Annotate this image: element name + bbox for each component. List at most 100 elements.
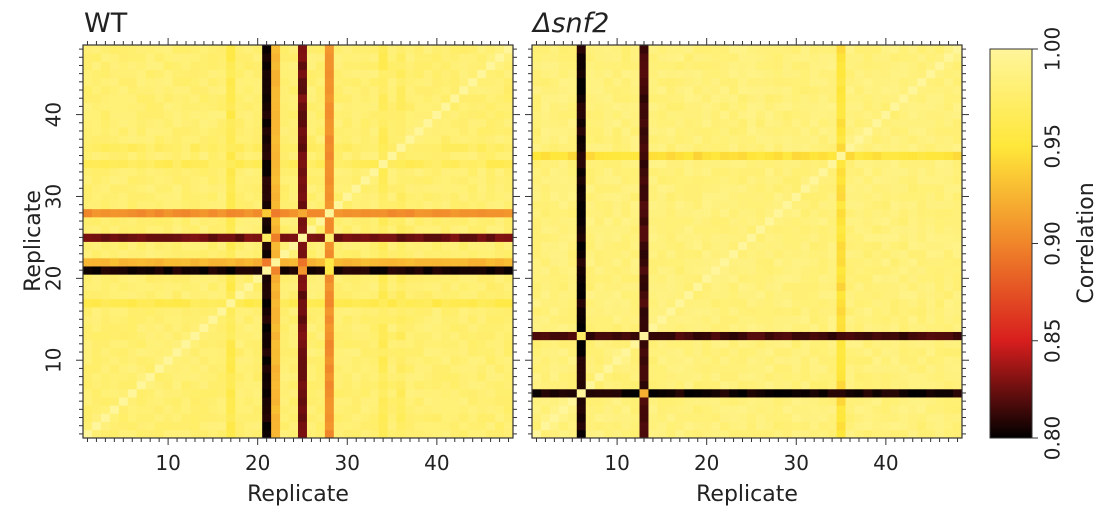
heatmap-cell bbox=[854, 331, 864, 341]
heatmap-cell bbox=[333, 282, 344, 292]
heatmap-cell bbox=[109, 45, 120, 54]
heatmap-cell bbox=[926, 135, 936, 144]
heatmap-cell bbox=[773, 290, 784, 300]
heatmap-cell bbox=[190, 364, 200, 373]
heatmap-cell bbox=[91, 364, 102, 373]
heatmap-cell bbox=[91, 282, 102, 292]
heatmap-cell bbox=[432, 405, 442, 414]
heatmap-cell bbox=[405, 331, 415, 341]
heatmap-cell bbox=[944, 429, 954, 439]
heatmap-cell bbox=[630, 241, 640, 251]
heatmap-cell bbox=[298, 429, 308, 439]
heatmap-cell bbox=[890, 77, 900, 87]
heatmap-cell bbox=[333, 216, 344, 226]
heatmap-cell bbox=[648, 77, 658, 87]
heatmap-cell bbox=[666, 421, 676, 431]
heatmap-cell bbox=[818, 143, 829, 152]
heatmap-cell bbox=[100, 413, 111, 423]
heatmap-cell bbox=[675, 159, 685, 169]
heatmap-cell bbox=[738, 364, 748, 373]
heatmap-cell bbox=[468, 200, 478, 210]
heatmap-cell bbox=[181, 282, 191, 292]
heatmap-cell bbox=[809, 53, 820, 62]
heatmap-cell bbox=[109, 225, 120, 234]
heatmap-cell bbox=[585, 110, 596, 120]
heatmap-cell bbox=[729, 372, 739, 382]
heatmap-cell bbox=[83, 184, 93, 193]
heatmap-cell bbox=[818, 126, 829, 136]
heatmap-cell bbox=[127, 53, 138, 62]
heatmap-cell bbox=[872, 216, 882, 226]
heatmap-cell bbox=[468, 143, 478, 152]
heatmap-cell bbox=[83, 282, 93, 292]
heatmap-cell bbox=[280, 233, 290, 242]
heatmap-cell bbox=[172, 257, 182, 267]
heatmap-cell bbox=[899, 274, 909, 283]
heatmap-cell bbox=[253, 53, 263, 62]
heatmap-cell bbox=[782, 53, 793, 62]
heatmap-cell bbox=[163, 216, 173, 226]
heatmap-cell bbox=[504, 102, 514, 111]
heatmap-cell bbox=[567, 208, 578, 218]
heatmap-cell bbox=[360, 364, 371, 373]
heatmap-cell bbox=[585, 225, 596, 234]
heatmap-cell bbox=[118, 118, 129, 128]
heatmap-cell bbox=[549, 151, 560, 161]
heatmap-cell bbox=[154, 184, 165, 193]
heatmap-cell bbox=[899, 110, 909, 120]
heatmap-cell bbox=[289, 94, 299, 103]
heatmap-cell bbox=[432, 159, 442, 169]
heatmap-cell bbox=[747, 233, 757, 242]
heatmap-cell bbox=[675, 282, 685, 292]
heatmap-cell bbox=[405, 176, 415, 185]
heatmap-cell bbox=[477, 356, 487, 365]
heatmap-cell bbox=[872, 69, 882, 79]
heatmap-cell bbox=[603, 69, 614, 79]
heatmap-cell bbox=[926, 118, 936, 128]
heatmap-cell bbox=[720, 421, 730, 431]
heatmap-cell bbox=[648, 339, 658, 349]
heatmap-cell bbox=[414, 249, 424, 259]
heatmap-cell bbox=[127, 364, 138, 373]
heatmap-cell bbox=[154, 315, 165, 324]
heatmap-cell bbox=[576, 110, 587, 120]
heatmap-cell bbox=[953, 307, 963, 316]
heatmap-cell bbox=[845, 307, 855, 316]
heatmap-cell bbox=[693, 135, 703, 144]
heatmap-cell bbox=[917, 225, 927, 234]
heatmap-cell bbox=[693, 118, 703, 128]
heatmap-cell bbox=[298, 339, 308, 349]
heatmap-cell bbox=[83, 421, 93, 431]
heatmap-cell bbox=[639, 323, 649, 332]
heatmap-cell bbox=[953, 77, 963, 87]
heatmap-cell bbox=[298, 45, 308, 54]
heatmap-cell bbox=[306, 184, 317, 193]
heatmap-cell bbox=[91, 135, 102, 144]
heatmap-cell bbox=[666, 110, 676, 120]
heatmap-cell bbox=[791, 118, 802, 128]
heatmap-cell bbox=[360, 110, 371, 120]
heatmap-cell bbox=[594, 372, 605, 382]
heatmap-cell bbox=[908, 241, 918, 251]
heatmap-cell bbox=[863, 266, 873, 275]
heatmap-cell bbox=[378, 356, 388, 365]
heatmap-cell bbox=[738, 143, 748, 152]
heatmap-cell bbox=[154, 53, 165, 62]
heatmap-cell bbox=[495, 151, 505, 161]
heatmap-cell bbox=[253, 282, 263, 292]
heatmap-cell bbox=[782, 192, 793, 201]
heatmap-cell bbox=[396, 216, 406, 226]
heatmap-cell bbox=[315, 380, 326, 390]
heatmap-cell bbox=[881, 233, 891, 242]
heatmap-cell bbox=[280, 274, 290, 283]
heatmap-cell bbox=[208, 192, 218, 201]
heatmap-cell bbox=[935, 405, 945, 414]
heatmap-cell bbox=[890, 225, 900, 234]
heatmap-cell bbox=[244, 143, 254, 152]
heatmap-cell bbox=[145, 429, 156, 439]
heatmap-cell bbox=[405, 421, 415, 431]
heatmap-cell bbox=[917, 266, 927, 275]
heatmap-cell bbox=[100, 77, 111, 87]
heatmap-cell bbox=[387, 225, 397, 234]
heatmap-cell bbox=[298, 421, 308, 431]
